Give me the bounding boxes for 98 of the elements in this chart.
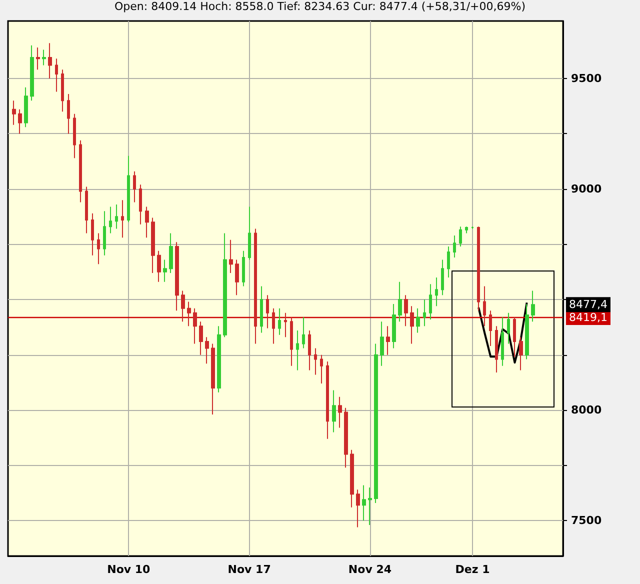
candlestick bbox=[320, 354, 323, 384]
candlestick bbox=[386, 326, 390, 356]
candlestick bbox=[181, 290, 185, 322]
candlestick bbox=[284, 312, 287, 338]
candlestick bbox=[24, 86, 28, 128]
candlestick bbox=[380, 321, 384, 366]
ref-line-label: 8419,1 bbox=[569, 310, 608, 324]
candlestick bbox=[447, 246, 450, 278]
candlestick bbox=[483, 286, 486, 327]
candlestick bbox=[157, 250, 161, 282]
candlestick bbox=[248, 206, 251, 260]
candlestick bbox=[127, 155, 130, 223]
candlestick bbox=[211, 343, 215, 416]
candlestick bbox=[435, 276, 438, 307]
candlestick bbox=[368, 486, 372, 526]
candlestick bbox=[410, 306, 414, 344]
candlestick bbox=[151, 217, 155, 274]
candlestick bbox=[459, 226, 462, 247]
candlestick bbox=[254, 228, 257, 344]
y-tick-label: 9000 bbox=[571, 182, 602, 196]
candlestick bbox=[296, 330, 299, 371]
candlestick bbox=[332, 390, 336, 433]
candlestick bbox=[260, 286, 263, 334]
candlestick bbox=[61, 69, 64, 112]
candlestick bbox=[266, 294, 269, 329]
candlestick bbox=[441, 259, 444, 296]
candlestick bbox=[531, 290, 535, 322]
x-tick-label: Nov 17 bbox=[228, 563, 271, 576]
candlestick bbox=[398, 281, 402, 322]
candlestick bbox=[97, 232, 100, 265]
candlestick bbox=[308, 330, 311, 371]
candlestick bbox=[12, 100, 16, 126]
candlestick bbox=[103, 210, 106, 256]
x-tick-label: Dez 1 bbox=[455, 563, 490, 576]
y-tick-label: 9500 bbox=[571, 72, 602, 85]
candlestick bbox=[519, 336, 523, 371]
candlestick bbox=[223, 232, 227, 338]
candlestick bbox=[48, 42, 52, 79]
candlestick bbox=[272, 308, 275, 344]
candlestick bbox=[73, 113, 76, 159]
candlestick bbox=[36, 47, 40, 70]
candlestick bbox=[67, 93, 70, 134]
chart-subtitle: Open: 8409.14 Hoch: 8558.0 Tief: 8234.63 Cur: 8477.4 (+58,31/+00,69%) bbox=[114, 0, 526, 13]
line-series bbox=[478, 302, 528, 364]
candlestick bbox=[91, 212, 94, 256]
candlestick bbox=[477, 226, 480, 312]
candlestick bbox=[302, 316, 305, 349]
candlestick bbox=[121, 200, 124, 238]
candlestick bbox=[453, 234, 456, 258]
candlestick bbox=[513, 316, 516, 358]
candlestick bbox=[139, 184, 142, 225]
candlestick bbox=[392, 303, 396, 349]
candlestick bbox=[79, 140, 82, 203]
candlestick bbox=[489, 310, 492, 346]
candlestick bbox=[416, 308, 420, 334]
candlestick bbox=[278, 308, 281, 336]
candlestick bbox=[314, 348, 317, 376]
candlestick bbox=[338, 396, 342, 428]
text: 8477,4 bbox=[569, 298, 608, 312]
candlestick bbox=[525, 303, 529, 360]
y-tick-label: 8000 bbox=[571, 404, 602, 417]
candlestick bbox=[326, 360, 329, 440]
candlestick bbox=[42, 49, 46, 66]
candlestick bbox=[163, 259, 167, 282]
candlestick bbox=[133, 170, 136, 203]
candlestick bbox=[350, 449, 354, 508]
candlestick bbox=[115, 204, 118, 230]
candlestick bbox=[55, 58, 58, 92]
y-tick-label: 7500 bbox=[571, 514, 602, 528]
candlestick bbox=[18, 108, 22, 134]
candlestick bbox=[356, 489, 360, 528]
candlestick bbox=[374, 343, 378, 504]
candlestick bbox=[169, 232, 173, 274]
candlestick bbox=[85, 186, 88, 234]
candlestick bbox=[175, 242, 179, 312]
candlestick bbox=[205, 336, 209, 364]
candlestick bbox=[495, 326, 498, 374]
candlestick bbox=[229, 239, 233, 274]
candlestick bbox=[193, 308, 197, 344]
x-tick-label: Nov 24 bbox=[348, 563, 392, 576]
candlestick bbox=[217, 326, 221, 393]
candlestick bbox=[465, 226, 468, 234]
candlestick bbox=[362, 484, 366, 522]
candlestick bbox=[187, 301, 191, 327]
candlestick bbox=[344, 407, 348, 468]
candlestick bbox=[109, 206, 112, 234]
candlestick bbox=[235, 259, 239, 296]
candlestick bbox=[242, 250, 245, 287]
x-tick-label: Nov 10 bbox=[107, 563, 151, 576]
candlestick bbox=[145, 206, 149, 238]
candlestick bbox=[30, 44, 34, 102]
candlestick bbox=[423, 299, 426, 327]
candlestick bbox=[404, 294, 408, 327]
candlestick bbox=[199, 321, 203, 356]
candlestick bbox=[507, 312, 510, 344]
candlestick bbox=[429, 284, 432, 320]
candlestick bbox=[501, 316, 504, 366]
candlestick bbox=[290, 316, 293, 366]
